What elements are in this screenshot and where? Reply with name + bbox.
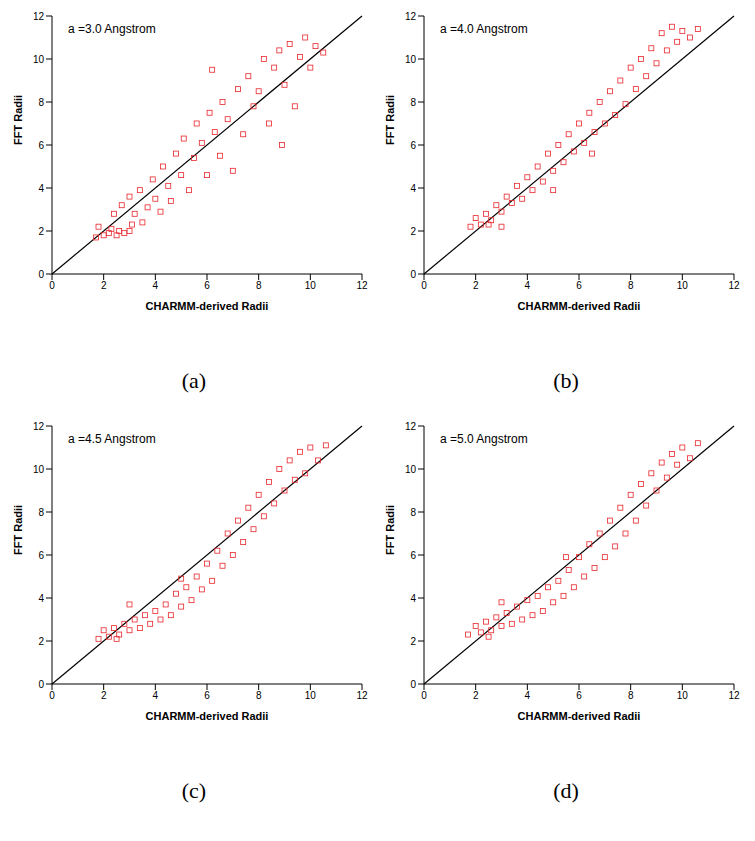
svg-text:12: 12 <box>405 11 417 22</box>
svg-text:FFT Radii: FFT Radii <box>384 95 396 145</box>
html-text:a =4.5 Angstrom: a =4.5 Angstrom <box>68 432 156 446</box>
svg-text:4: 4 <box>153 690 159 701</box>
svg-text:2: 2 <box>473 280 479 291</box>
svg-text:4: 4 <box>38 183 44 194</box>
svg-text:CHARMM-derived Radii: CHARMM-derived Radii <box>146 710 269 722</box>
svg-text:8: 8 <box>410 507 416 518</box>
svg-text:0: 0 <box>410 679 416 690</box>
svg-text:6: 6 <box>204 690 210 701</box>
svg-text:10: 10 <box>677 690 689 701</box>
svg-text:2: 2 <box>101 280 107 291</box>
svg-text:4: 4 <box>525 280 531 291</box>
svg-text:10: 10 <box>677 280 689 291</box>
svg-text:8: 8 <box>628 280 634 291</box>
svg-text:2: 2 <box>410 636 416 647</box>
svg-text:CHARMM-derived Radii: CHARMM-derived Radii <box>518 710 641 722</box>
svg-text:8: 8 <box>38 507 44 518</box>
svg-text:0: 0 <box>38 679 44 690</box>
svg-text:10: 10 <box>305 280 317 291</box>
svg-text:4: 4 <box>525 690 531 701</box>
html-text:a =4.0 Angstrom: a =4.0 Angstrom <box>440 22 528 36</box>
html-text:a =3.0 Angstrom: a =3.0 Angstrom <box>68 22 156 36</box>
svg-text:12: 12 <box>405 421 417 432</box>
svg-text:6: 6 <box>576 690 582 701</box>
svg-text:0: 0 <box>49 690 55 701</box>
svg-text:4: 4 <box>38 593 44 604</box>
svg-text:0: 0 <box>421 690 427 701</box>
svg-text:8: 8 <box>38 97 44 108</box>
svg-text:6: 6 <box>410 140 416 151</box>
svg-text:12: 12 <box>356 690 368 701</box>
svg-text:4: 4 <box>410 593 416 604</box>
svg-text:10: 10 <box>405 464 417 475</box>
svg-text:0: 0 <box>410 269 416 280</box>
svg-text:8: 8 <box>256 280 262 291</box>
html-text:(a): (a) <box>181 368 207 393</box>
svg-text:8: 8 <box>628 690 634 701</box>
svg-text:10: 10 <box>405 54 417 65</box>
svg-text:0: 0 <box>49 280 55 291</box>
svg-text:8: 8 <box>256 690 262 701</box>
svg-text:2: 2 <box>410 226 416 237</box>
svg-text:10: 10 <box>33 54 45 65</box>
svg-text:2: 2 <box>38 636 44 647</box>
svg-text:6: 6 <box>576 280 582 291</box>
html-text:a =5.0 Angstrom: a =5.0 Angstrom <box>440 432 528 446</box>
svg-text:FFT Radii: FFT Radii <box>384 505 396 555</box>
svg-text:6: 6 <box>410 550 416 561</box>
svg-text:2: 2 <box>38 226 44 237</box>
svg-text:12: 12 <box>728 280 740 291</box>
svg-text:FFT Radii: FFT Radii <box>12 505 24 555</box>
svg-text:8: 8 <box>410 97 416 108</box>
svg-text:CHARMM-derived Radii: CHARMM-derived Radii <box>518 300 641 312</box>
svg-text:12: 12 <box>356 280 368 291</box>
html-text:(d): (d) <box>553 778 579 803</box>
svg-text:4: 4 <box>153 280 159 291</box>
html-text:(b): (b) <box>553 368 579 393</box>
svg-text:FFT Radii: FFT Radii <box>12 95 24 145</box>
svg-text:4: 4 <box>410 183 416 194</box>
svg-text:CHARMM-derived Radii: CHARMM-derived Radii <box>146 300 269 312</box>
svg-text:6: 6 <box>38 140 44 151</box>
svg-text:12: 12 <box>728 690 740 701</box>
svg-text:10: 10 <box>305 690 317 701</box>
html-text:(c): (c) <box>181 778 207 803</box>
svg-text:6: 6 <box>204 280 210 291</box>
svg-text:0: 0 <box>38 269 44 280</box>
svg-text:10: 10 <box>33 464 45 475</box>
svg-text:0: 0 <box>421 280 427 291</box>
svg-text:6: 6 <box>38 550 44 561</box>
svg-text:12: 12 <box>33 11 45 22</box>
svg-text:2: 2 <box>101 690 107 701</box>
svg-text:12: 12 <box>33 421 45 432</box>
svg-text:2: 2 <box>473 690 479 701</box>
